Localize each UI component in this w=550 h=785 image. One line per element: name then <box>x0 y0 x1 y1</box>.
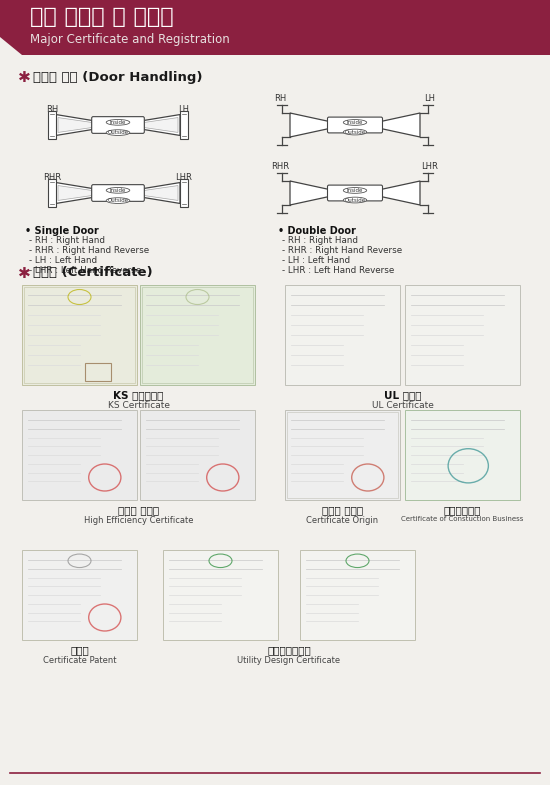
Bar <box>85 363 111 381</box>
Polygon shape <box>144 183 180 203</box>
Text: 특허증: 특허증 <box>70 645 89 655</box>
Text: Certificate of Constuction Business: Certificate of Constuction Business <box>402 516 524 522</box>
Polygon shape <box>290 113 328 137</box>
Text: 문열림 방향 (Door Handling): 문열림 방향 (Door Handling) <box>33 71 202 83</box>
Text: • Single Door: • Single Door <box>25 226 99 236</box>
Polygon shape <box>58 118 92 133</box>
Text: Major Certificate and Registration: Major Certificate and Registration <box>30 32 230 46</box>
Bar <box>405 410 520 500</box>
Text: - RH : Right Hand: - RH : Right Hand <box>282 236 358 245</box>
Text: UL Certificate: UL Certificate <box>372 401 433 410</box>
Text: LHR: LHR <box>175 173 192 181</box>
Text: High Efficiency Certificate: High Efficiency Certificate <box>84 516 193 525</box>
Polygon shape <box>144 118 178 133</box>
Text: - LHR : Left Hand Reverse: - LHR : Left Hand Reverse <box>29 266 141 275</box>
Text: UL 인증서: UL 인증서 <box>384 390 421 400</box>
Polygon shape <box>382 113 420 137</box>
Text: Outside: Outside <box>107 198 129 203</box>
FancyBboxPatch shape <box>327 185 382 201</box>
Polygon shape <box>290 181 328 205</box>
Bar <box>22 410 137 500</box>
Bar <box>22 285 137 385</box>
Bar <box>0 0 550 55</box>
Text: - LH : Left Hand: - LH : Left Hand <box>282 256 350 265</box>
FancyBboxPatch shape <box>92 184 144 201</box>
Bar <box>22 550 137 640</box>
Bar <box>48 111 56 139</box>
Text: Inside: Inside <box>110 188 126 193</box>
Text: 인증서 (Certificate): 인증서 (Certificate) <box>33 266 153 279</box>
Text: Inside: Inside <box>347 188 363 193</box>
Polygon shape <box>144 115 180 136</box>
Bar <box>180 111 188 139</box>
Ellipse shape <box>106 188 130 193</box>
Text: - RHR : Right Hand Reverse: - RHR : Right Hand Reverse <box>29 246 149 255</box>
Text: ✱: ✱ <box>18 265 31 280</box>
Text: LH: LH <box>425 94 436 103</box>
Text: 실용신안등록증: 실용신안등록증 <box>267 645 311 655</box>
Polygon shape <box>58 185 92 200</box>
Bar <box>285 285 400 385</box>
Bar <box>163 550 278 640</box>
Polygon shape <box>56 115 92 136</box>
Ellipse shape <box>343 119 367 126</box>
Text: Certificate Patent: Certificate Patent <box>43 656 116 665</box>
Bar <box>140 285 255 385</box>
Text: Outside: Outside <box>344 198 366 203</box>
Bar <box>287 412 398 498</box>
Bar <box>140 410 255 500</box>
Ellipse shape <box>343 197 367 203</box>
Ellipse shape <box>106 198 130 203</box>
Text: Inside: Inside <box>110 120 126 125</box>
Text: LHR: LHR <box>421 162 438 171</box>
Text: RHR: RHR <box>43 173 61 181</box>
Bar <box>180 179 188 207</box>
Bar <box>142 287 253 383</box>
Polygon shape <box>382 181 420 205</box>
Bar <box>405 285 520 385</box>
Ellipse shape <box>343 130 367 135</box>
Ellipse shape <box>106 130 130 136</box>
Polygon shape <box>56 183 92 203</box>
Bar <box>300 550 415 640</box>
Ellipse shape <box>106 119 130 125</box>
Bar <box>24 287 135 383</box>
Text: • Double Door: • Double Door <box>278 226 356 236</box>
Polygon shape <box>0 37 22 55</box>
Text: Certificate Origin: Certificate Origin <box>306 516 378 525</box>
Text: RHR: RHR <box>271 162 289 171</box>
Text: RH: RH <box>274 94 286 103</box>
Text: Inside: Inside <box>347 120 363 125</box>
Text: Outside: Outside <box>107 130 129 135</box>
Text: 건설업등록증: 건설업등록증 <box>444 505 481 515</box>
FancyBboxPatch shape <box>92 117 144 133</box>
Text: Outside: Outside <box>344 130 366 134</box>
Text: LH: LH <box>179 104 190 114</box>
FancyBboxPatch shape <box>327 117 382 133</box>
Text: - LH : Left Hand: - LH : Left Hand <box>29 256 97 265</box>
Bar <box>285 410 400 500</box>
Text: - RHR : Right Hand Reverse: - RHR : Right Hand Reverse <box>282 246 402 255</box>
Text: 고효율 인증서: 고효율 인증서 <box>118 505 159 515</box>
Text: KS Certificate: KS Certificate <box>107 401 169 410</box>
Text: 원산지 인증서: 원산지 인증서 <box>322 505 363 515</box>
Text: Utility Design Certificate: Utility Design Certificate <box>238 656 340 665</box>
Ellipse shape <box>343 188 367 193</box>
Text: ✱: ✱ <box>18 70 31 85</box>
Text: 주요 인증서 및 등록증: 주요 인증서 및 등록증 <box>30 7 174 27</box>
Text: - LHR : Left Hand Reverse: - LHR : Left Hand Reverse <box>282 266 394 275</box>
Text: RH: RH <box>46 104 58 114</box>
Polygon shape <box>144 185 178 200</box>
Bar <box>48 179 56 207</box>
Text: - RH : Right Hand: - RH : Right Hand <box>29 236 105 245</box>
Text: KS 제품인증서: KS 제품인증서 <box>113 390 164 400</box>
